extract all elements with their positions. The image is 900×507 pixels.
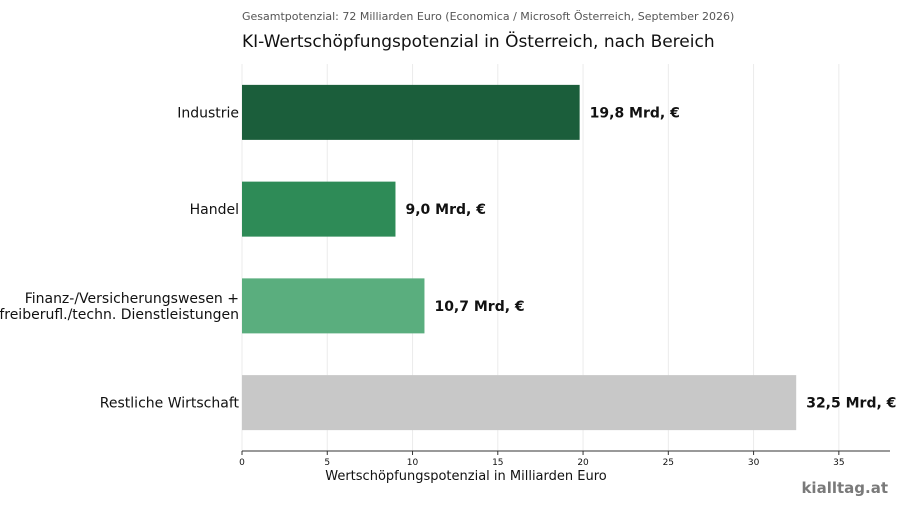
bar (242, 84, 580, 140)
watermark: kialltag.at (801, 479, 888, 497)
bar (242, 278, 425, 334)
x-tick-label: 35 (833, 458, 844, 468)
chart-subtitle: Gesamtpotenzial: 72 Milliarden Euro (Eco… (242, 10, 735, 23)
category-label: Handel (190, 202, 239, 218)
category-label: Restliche Wirtschaft (100, 396, 240, 412)
x-tick-label: 10 (407, 458, 419, 468)
chart-title: KI-Wertschöpfungspotenzial in Österreich… (242, 32, 715, 52)
bar-value-label: 19,8 Mrd, € (590, 105, 680, 121)
category-label: freiberufl./techn. Dienstleistungen (0, 307, 239, 323)
category-label: Finanz-/Versicherungswesen + (25, 291, 239, 307)
bar (242, 375, 797, 431)
x-tick-label: 0 (239, 458, 245, 468)
x-axis: 0 5 10 15 20 25 30 35 (239, 450, 890, 468)
bar-value-label: 9,0 Mrd, € (405, 202, 485, 218)
x-tick-label: 30 (748, 458, 760, 468)
category-label: Industrie (177, 105, 239, 121)
x-tick-label: 25 (663, 458, 674, 468)
bar-layer: 19,8 Mrd, € Industrie 9,0 Mrd, € Handel 10,7… (0, 84, 896, 431)
x-axis-label: Wertschöpfungspotenzial in Milliarden Eu… (325, 469, 607, 484)
bar (242, 181, 396, 237)
x-tick-label: 20 (577, 458, 589, 468)
bar-value-label: 10,7 Mrd, € (434, 299, 524, 315)
x-tick-label: 5 (324, 458, 330, 468)
bar-value-label: 32,5 Mrd, € (806, 396, 896, 412)
x-tick-label: 15 (492, 458, 503, 468)
